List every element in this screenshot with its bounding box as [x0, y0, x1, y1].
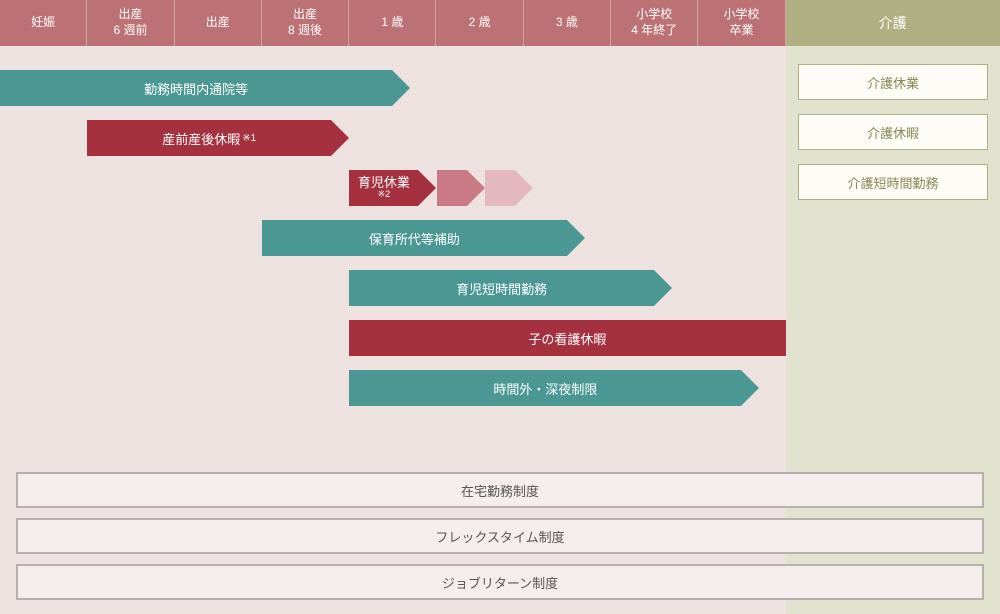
universal-systems: 在宅勤務制度 フレックスタイム制度 ジョブリターン制度 — [16, 462, 984, 600]
bar-short_hours: 育児短時間勤務 — [349, 270, 654, 306]
chart-body: 勤務時間内通院等産前産後休暇※1 育児休業※2 保育所代等補助育児短時間勤務子の看護… — [0, 46, 1000, 614]
benefits-timeline-chart: 妊娠 出産6 週前 出産 出産8 週後 1 歳 2 歳 3 歳 小学校4 年終了… — [0, 0, 1000, 614]
bar-hospital_visit: 勤務時間内通院等 — [0, 70, 392, 106]
stage-grade4: 小学校4 年終了 — [611, 0, 698, 46]
care-holiday-box: 介護休暇 — [798, 114, 988, 150]
job-return-box: ジョブリターン制度 — [16, 564, 984, 600]
bar-childcare_leave: 育児休業※2 — [349, 170, 418, 206]
remote-work-box: 在宅勤務制度 — [16, 472, 984, 508]
timeline-header: 妊娠 出産6 週前 出産 出産8 週後 1 歳 2 歳 3 歳 小学校4 年終了… — [0, 0, 1000, 46]
stage-2yr: 2 歳 — [436, 0, 523, 46]
flextime-box: フレックスタイム制度 — [16, 518, 984, 554]
bar-maternity_leave: 産前産後休暇※1 — [87, 120, 331, 156]
stage-grad: 小学校卒業 — [698, 0, 785, 46]
bar-childcare_leave-fade2 — [485, 170, 515, 206]
care-leave-box: 介護休業 — [798, 64, 988, 100]
bar-overtime_limit: 時間外・深夜制限 — [349, 370, 741, 406]
bar-childcare_leave-fade1 — [437, 170, 467, 206]
stage-8wk-after: 出産8 週後 — [262, 0, 349, 46]
stage-6wk-before: 出産6 週前 — [87, 0, 174, 46]
stage-1yr: 1 歳 — [349, 0, 436, 46]
care-shorthours-box: 介護短時間勤務 — [798, 164, 988, 200]
bar-nursing_leave: 子の看護休暇 — [349, 320, 786, 356]
bar-nursery_subsidy: 保育所代等補助 — [262, 220, 567, 256]
stage-birth: 出産 — [175, 0, 262, 46]
stage-3yr: 3 歳 — [524, 0, 611, 46]
stage-pregnancy: 妊娠 — [0, 0, 87, 46]
stage-care: 介護 — [786, 0, 1000, 46]
